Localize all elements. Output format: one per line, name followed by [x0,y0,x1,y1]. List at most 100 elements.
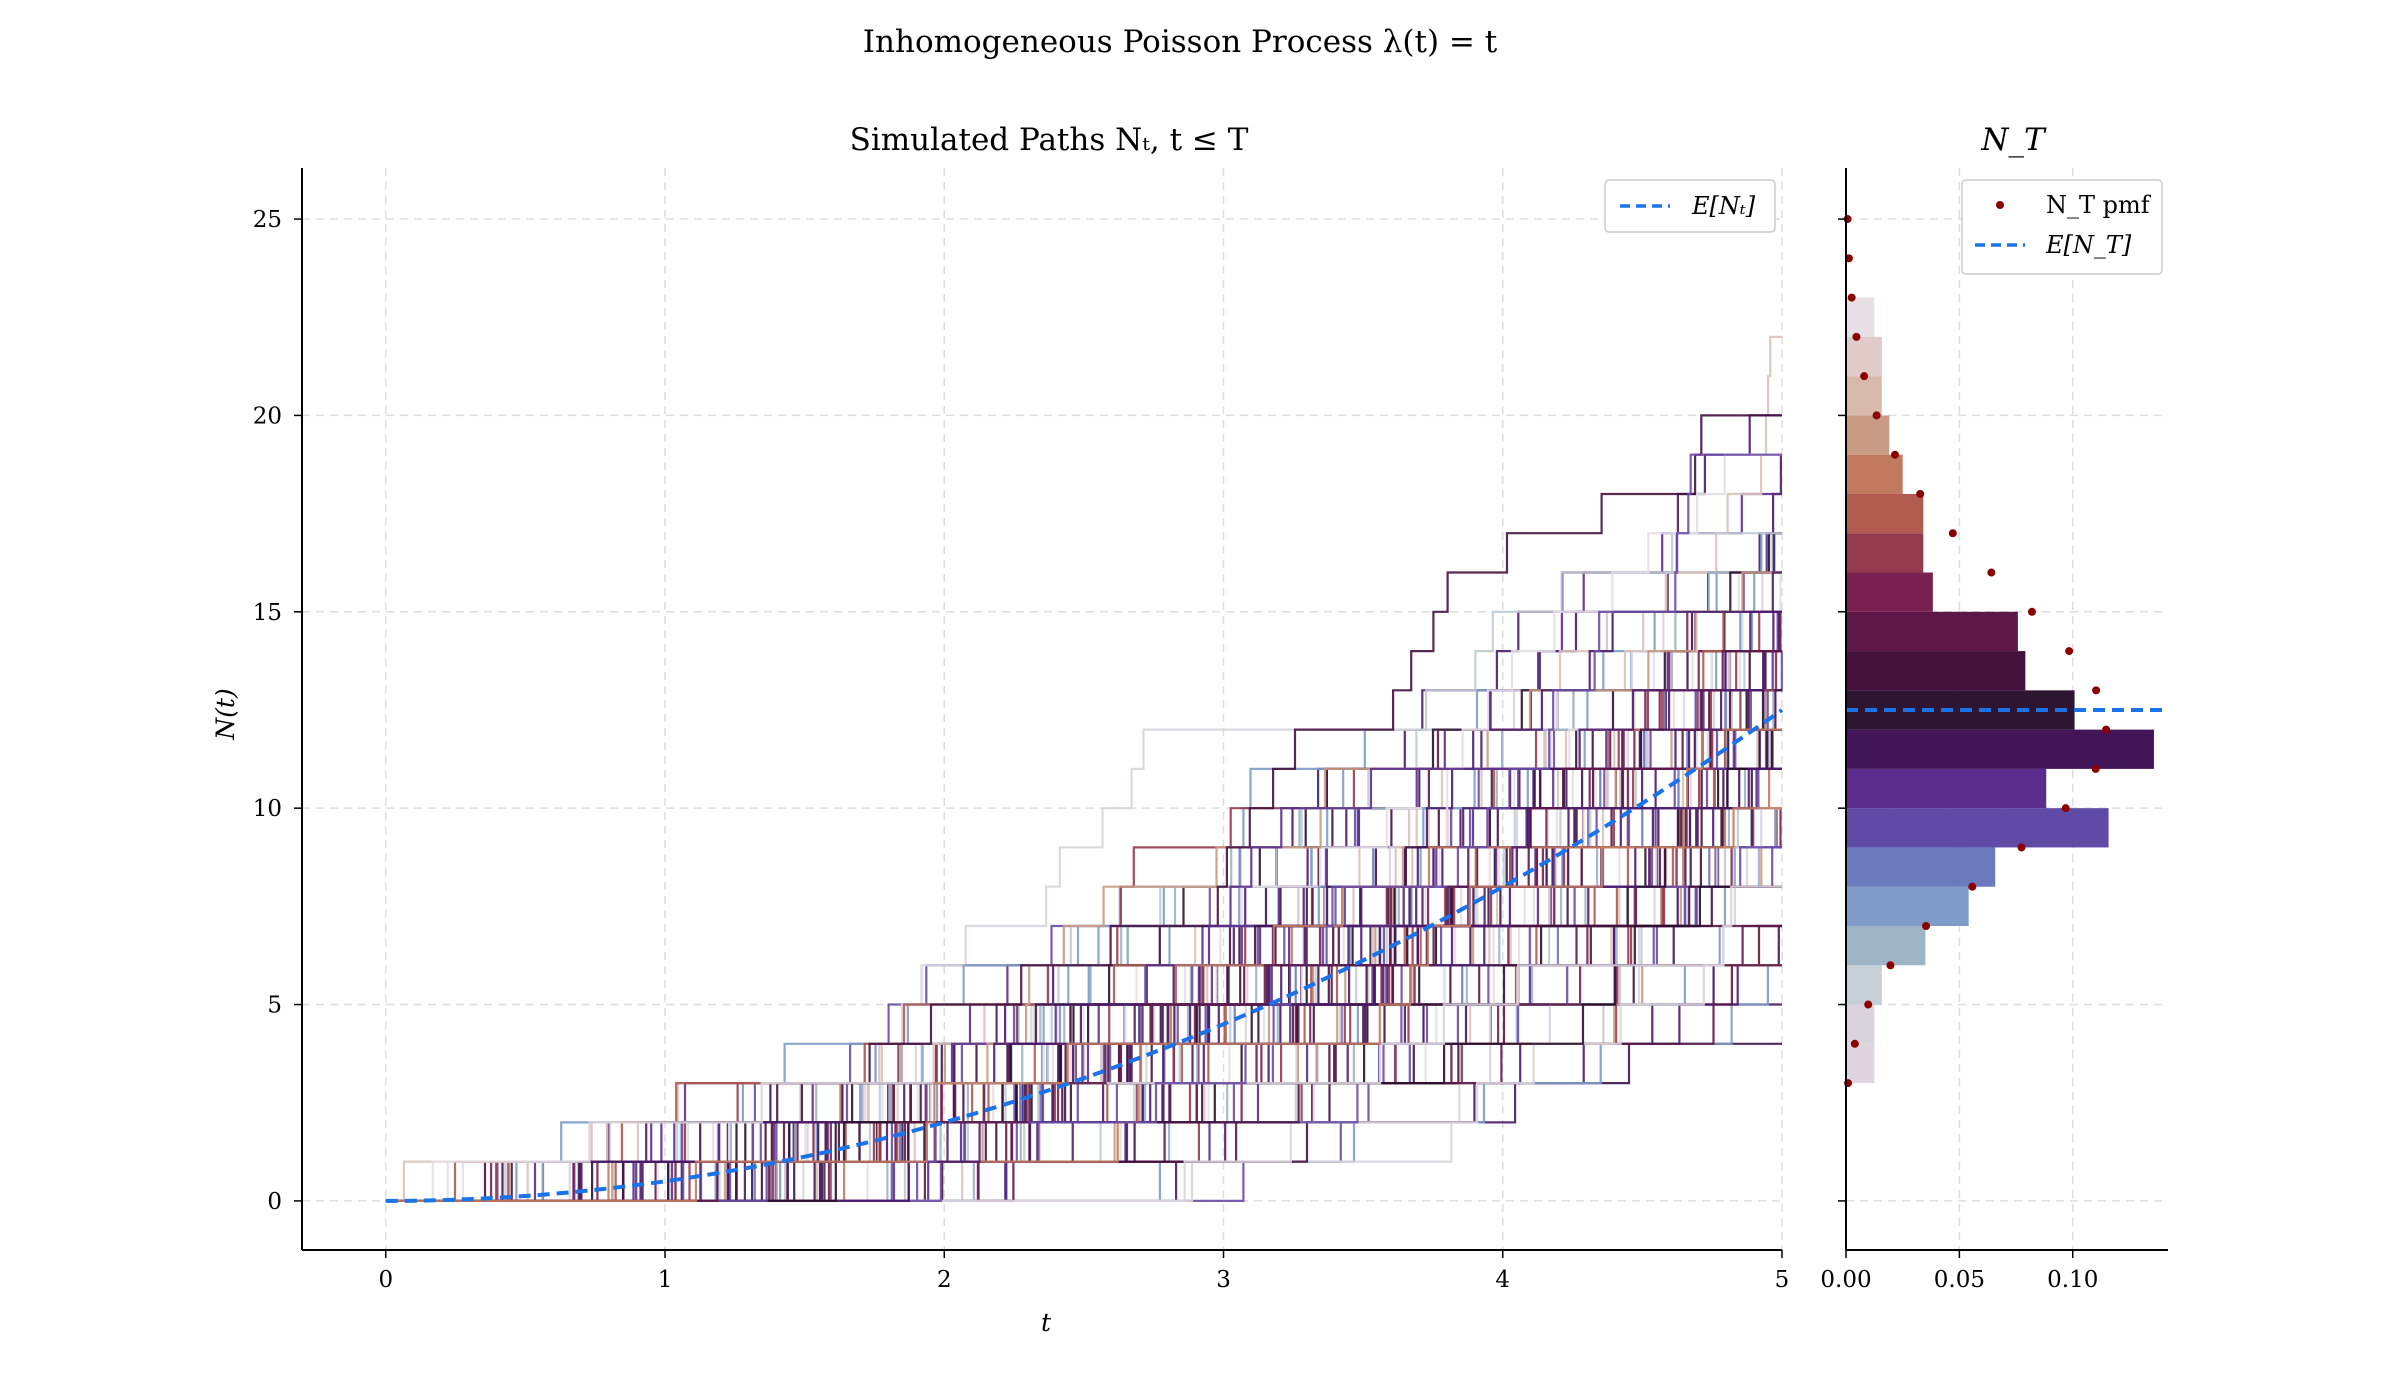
hist-bar-17 [1846,493,1924,534]
side-legend: N_T pmf E[N_T] [1961,179,2163,275]
pmf-point-15 [2027,607,2036,616]
simulated-path-31 [385,689,1782,1202]
main-legend-label: E[Nₜ] [1691,192,1756,220]
simulated-path-106 [385,689,1782,1202]
main-ytick-label-4: 20 [253,403,282,429]
pmf-point-13 [2092,686,2101,695]
hist-bar-10 [1846,768,2047,809]
simulated-path-14 [385,532,1782,1202]
main-xtick-label-1: 1 [658,1267,673,1293]
pmf-point-11 [2091,764,2100,773]
main-mean-line [385,708,1784,1203]
main-ylabel: N(t) [211,688,240,740]
hist-bar-3 [1846,1043,1875,1084]
pmf-point-4 [1850,1039,1859,1048]
pmf-point-19 [1890,450,1899,459]
simulated-path-26 [385,846,1782,1202]
pmf-point-7 [1922,921,1931,930]
simulated-path-21 [385,767,1782,1202]
hist-bar-20 [1846,376,1882,416]
simulated-path-95 [385,846,1782,1202]
main-xtick-label-0: 0 [378,1267,393,1293]
pmf-point-23 [1847,293,1856,302]
simulated-path-9 [385,689,1782,1202]
hist-bar-6 [1846,925,1926,966]
side-pmf-points [1843,215,2111,1088]
hist-bar-18 [1846,454,1903,494]
simulated-path-61 [385,610,1782,1202]
pmf-point-22 [1852,332,1861,341]
simulated-path-96 [385,610,1782,1202]
simulated-path-113 [385,767,1782,1202]
simulated-path-33 [385,1003,1782,1202]
pmf-point-16 [1987,568,1996,577]
simulated-path-76 [385,689,1782,1202]
hist-bar-8 [1846,847,1996,887]
simulated-path-39 [385,532,1782,1202]
main-xtick-label-2: 2 [937,1267,952,1293]
side-xtick-label-0: 0.00 [1820,1267,1871,1293]
side-legend-dot-swatch [1996,201,2004,209]
simulated-path-117 [385,453,1782,1202]
side-xtick-label-2: 0.10 [2047,1267,2098,1293]
side-legend-box [1961,179,2163,275]
hist-bar-11 [1846,729,2154,769]
simulated-path-50 [385,689,1782,1202]
pmf-point-20 [1872,411,1881,420]
hist-bar-22 [1846,297,1875,337]
main-spines [301,168,1782,1251]
main-ytick-label-1: 5 [267,993,282,1019]
simulated-path-53 [385,767,1782,1202]
simulated-path-68 [385,532,1782,1202]
hist-bar-14 [1846,611,2018,652]
simulated-path-90 [385,689,1782,1202]
simulated-path-98 [385,689,1782,1202]
simulated-path-58 [385,689,1782,1202]
main-xlabel: t [1041,1308,1052,1337]
mean-curve [385,708,1784,1203]
hist-bar-4 [1846,1004,1875,1044]
simulated-path-0 [385,453,1782,1202]
simulated-path-63 [385,689,1782,1202]
simulated-path-8 [385,532,1782,1202]
simulated-path-73 [385,532,1782,1202]
main-ytick-label-3: 15 [253,600,282,626]
simulated-path-30 [385,532,1782,1202]
hist-bar-15 [1846,572,1933,612]
pmf-point-8 [1968,882,1977,891]
hist-bar-13 [1846,651,2026,691]
main-ticks: 0 1 2 3 4 5 0 5 10 15 20 25 [253,207,1790,1293]
pmf-point-5 [1864,1000,1873,1009]
simulated-path-4 [385,689,1782,1202]
hist-bar-19 [1846,415,1890,455]
simulated-path-65 [385,532,1782,1202]
main-ytick-label-0: 0 [267,1189,282,1215]
side-xtick-label-1: 0.05 [1934,1267,1985,1293]
simulated-path-51 [385,689,1782,1202]
figure-suptitle: Inhomogeneous Poisson Process λ(t) = t [863,24,1498,60]
simulated-path-12 [385,767,1782,1202]
pmf-point-18 [1916,489,1925,498]
main-legend-box [1604,179,1776,233]
hist-bar-7 [1846,886,1969,926]
side-legend-label-mean: E[N_T] [2045,231,2132,259]
hist-bar-21 [1846,336,1882,377]
hist-bar-16 [1846,533,1924,573]
main-xtick-label-4: 4 [1495,1267,1510,1293]
simulated-path-103 [385,846,1782,1202]
simulated-path-100 [385,453,1782,1202]
main-title: Simulated Paths Nₜ, t ≤ T [850,122,1249,158]
pmf-point-10 [2061,804,2070,813]
pmf-point-9 [2017,843,2026,852]
pmf-point-12 [2102,725,2111,734]
simulated-path-74 [385,689,1782,1202]
pmf-point-6 [1886,961,1895,970]
simulated-path-43 [385,689,1782,1202]
side-title: N_T [1980,122,2047,158]
main-ytick-label-2: 10 [253,796,282,822]
simulated-path-114 [385,610,1782,1202]
simulated-path-75 [385,610,1782,1202]
main-axes: 0 1 2 3 4 5 0 5 10 15 20 25 Simulated Paths Nₜ, t ≤… [211,122,1789,1337]
simulated-path-45 [385,689,1782,1202]
